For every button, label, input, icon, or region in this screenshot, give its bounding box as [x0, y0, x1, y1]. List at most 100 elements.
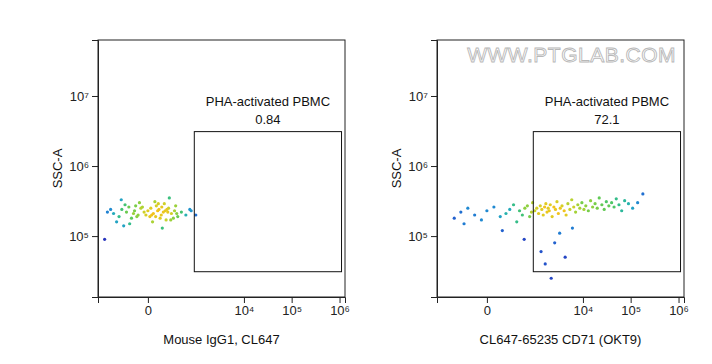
event-point: [466, 207, 469, 210]
event-point: [543, 205, 546, 208]
gate-percent: 0.84: [255, 112, 280, 127]
event-point: [518, 209, 521, 212]
event-point: [157, 202, 160, 205]
x-tick-mark: [631, 297, 632, 303]
figure: PHA-activated PBMC0.84010⁴10⁵10⁶10⁵10⁶10…: [0, 0, 712, 364]
event-point: [176, 215, 179, 218]
event-point: [528, 215, 531, 218]
event-point: [540, 208, 543, 211]
event-point: [162, 210, 165, 213]
plot-frame: [98, 40, 345, 297]
panel: WWW.PTGLAB.COMPHA-activated PBMC72.1010⁴…: [389, 40, 689, 347]
event-point: [125, 210, 128, 213]
y-tick-mark: [92, 236, 98, 237]
event-point: [161, 227, 164, 230]
event-point: [539, 250, 542, 253]
y-tick: 10⁵: [69, 229, 98, 244]
event-point: [453, 217, 456, 220]
event-point: [552, 205, 555, 208]
event-point: [515, 220, 518, 223]
event-point: [159, 217, 162, 220]
y-axis-title: SSC-A: [389, 148, 404, 188]
event-point: [160, 213, 163, 216]
event-point: [549, 203, 552, 206]
event-point: [134, 204, 137, 207]
watermark: WWW.PTGLAB.COM: [467, 43, 676, 66]
event-point: [605, 200, 608, 203]
event-point: [617, 203, 620, 206]
event-point: [135, 215, 138, 218]
event-point: [542, 213, 545, 216]
x-axis-line: [99, 298, 346, 304]
event-point: [564, 256, 567, 259]
x-tick-label: 0: [145, 303, 152, 318]
event-point: [623, 199, 626, 202]
x-tick-label: 10⁴: [234, 303, 254, 318]
event-point: [169, 218, 172, 221]
event-point: [133, 209, 136, 212]
event-point: [190, 209, 193, 212]
event-point: [570, 198, 573, 201]
event-point: [180, 210, 183, 213]
x-tick-mark: [487, 297, 488, 303]
event-point: [160, 205, 163, 208]
x-axis: 010⁴10⁵10⁶: [99, 297, 350, 318]
x-tick-label: 10⁵: [621, 303, 641, 318]
y-tick-label: 10⁶: [69, 159, 89, 174]
event-point: [501, 229, 504, 232]
event-point: [593, 202, 596, 205]
event-point: [566, 202, 569, 205]
y-tick-mark: [92, 166, 98, 167]
event-point: [154, 215, 157, 218]
x-tick: 0: [484, 297, 491, 318]
event-point: [557, 212, 560, 215]
event-point: [574, 210, 577, 213]
event-point: [184, 213, 187, 216]
event-point: [139, 207, 142, 210]
x-axis-title: CL647-65235 CD71 (OKT9): [480, 332, 642, 347]
y-axis: 10⁵10⁶10⁷: [408, 41, 437, 298]
y-tick-mark: [431, 96, 437, 97]
event-point: [138, 201, 141, 204]
marks: [103, 132, 341, 272]
event-point: [130, 217, 133, 220]
y-tick-mark: [92, 96, 98, 97]
y-tick-label: 10⁷: [409, 89, 428, 104]
event-point: [109, 208, 112, 211]
event-point: [523, 238, 526, 241]
event-point: [144, 213, 147, 216]
x-tick-mark: [292, 297, 293, 303]
event-point: [568, 208, 571, 211]
event-point: [631, 207, 634, 210]
event-point: [607, 204, 610, 207]
y-tick-label: 10⁵: [69, 229, 89, 244]
event-point: [127, 205, 130, 208]
event-point: [172, 217, 175, 220]
event-point: [559, 207, 562, 210]
event-point: [544, 262, 547, 265]
y-tick-label: 10⁶: [408, 159, 428, 174]
event-point: [175, 212, 178, 215]
event-point: [615, 197, 618, 200]
event-point: [168, 196, 171, 199]
event-point: [526, 204, 529, 207]
event-point: [170, 212, 173, 215]
gate-label: PHA-activated PBMC: [545, 94, 669, 109]
event-point: [530, 210, 533, 213]
y-tick: 10⁷: [70, 89, 98, 104]
event-point: [550, 277, 553, 280]
x-axis: 010⁴10⁵10⁶: [438, 297, 689, 318]
event-point: [539, 204, 542, 207]
x-tick-label: 0: [484, 303, 491, 318]
event-point: [163, 202, 166, 205]
event-point: [122, 224, 125, 227]
event-point: [578, 207, 581, 210]
event-point: [115, 220, 118, 223]
x-tick-mark: [148, 297, 149, 303]
event-point: [576, 203, 579, 206]
event-point: [580, 201, 583, 204]
event-point: [627, 202, 630, 205]
x-tick: 0: [145, 297, 152, 318]
event-point: [555, 200, 558, 203]
x-tick-label: 10⁵: [282, 303, 302, 318]
